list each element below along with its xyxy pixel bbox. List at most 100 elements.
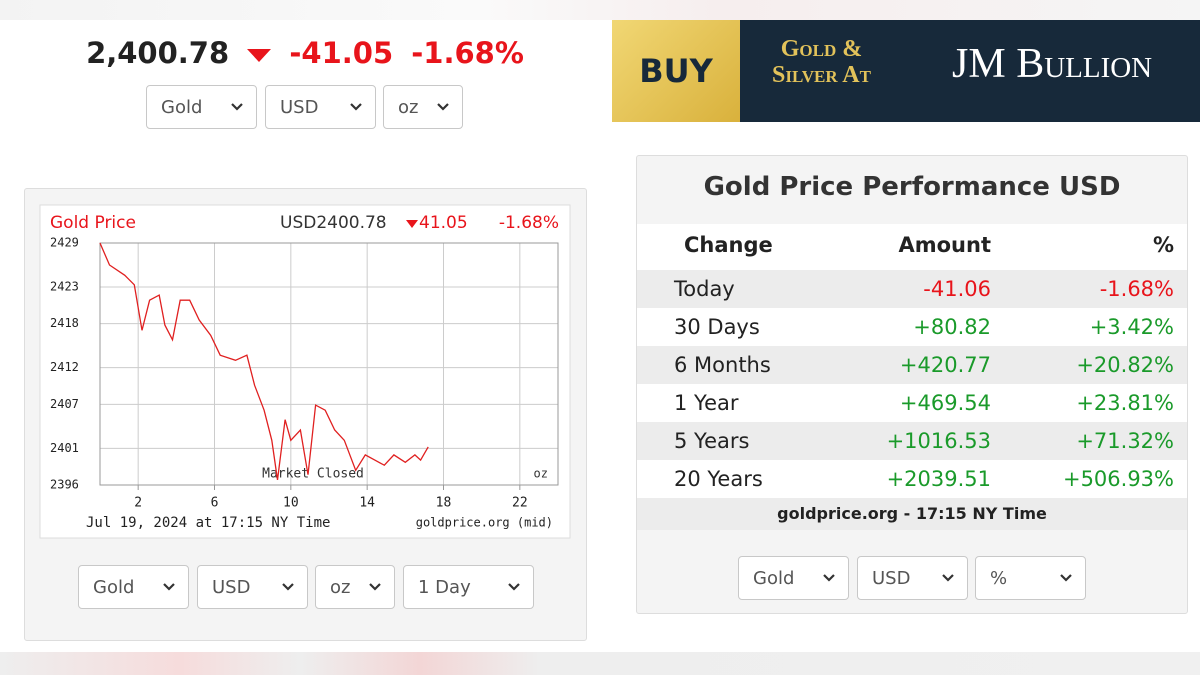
table-cell: -41.06 — [923, 277, 991, 301]
table-cell: +20.82% — [1076, 353, 1174, 377]
x-tick-label: 14 — [359, 496, 375, 511]
dropdown[interactable]: Gold — [146, 85, 257, 129]
background-strip — [0, 0, 1200, 20]
chart-title: Gold Price — [50, 213, 136, 233]
table-header: Change Amount% — [637, 224, 1187, 270]
column-header: Change — [684, 233, 773, 257]
table-row: 5 Years +1016.53 +71.32% — [637, 422, 1187, 460]
y-tick-label: 2412 — [50, 360, 79, 374]
ad-line: Gold & — [780, 36, 863, 62]
y-tick-label: 2401 — [50, 441, 79, 455]
dropdown-value: Gold — [753, 567, 795, 589]
chevron — [369, 583, 381, 591]
ad-brand: JM Bullion — [952, 41, 1153, 87]
y-tick-label: 2407 — [50, 397, 79, 411]
chart-change-pct: -1.68% — [499, 213, 559, 233]
ad-banner[interactable]: BUY Gold & Silver At JM Bullion — [612, 20, 1200, 122]
column-header: Amount — [898, 233, 991, 257]
dropdown-value: USD — [280, 96, 319, 118]
chart-caption: Jul 19, 2024 at 17:15 NY Time — [86, 515, 330, 531]
chart: Gold Price USD2400.78 41.05 -1.68% Jul 1… — [39, 204, 571, 539]
dropdown[interactable]: 1 Day — [403, 565, 534, 609]
table-cell: +2039.51 — [886, 467, 991, 491]
dropdown-value: USD — [212, 576, 251, 598]
table-cell: Today — [674, 277, 735, 301]
price-change-pct: -1.68% — [411, 36, 524, 70]
table-row: 20 Years +2039.51 +506.93% — [637, 460, 1187, 498]
table-cell: 20 Years — [674, 467, 763, 491]
dropdown-value: oz — [330, 576, 351, 598]
price-header: 2,400.78 -41.05 -1.68% — [60, 36, 550, 70]
unit-label: oz — [534, 467, 548, 481]
chevron — [942, 574, 954, 582]
dropdown[interactable]: USD — [857, 556, 968, 600]
table-cell: -1.68% — [1099, 277, 1174, 301]
table-cell: +506.93% — [1062, 467, 1174, 491]
chevron — [163, 583, 175, 591]
price: 2,400.78 — [86, 36, 230, 70]
plot-border — [99, 242, 559, 486]
dropdown[interactable]: % — [975, 556, 1086, 600]
y-tick-label: 2396 — [50, 478, 79, 492]
y-tick-label: 2418 — [50, 316, 79, 330]
x-tick-label: 18 — [436, 496, 452, 511]
ad-tagline: Gold & Silver At — [772, 36, 871, 88]
y-tick-label: 2429 — [50, 236, 79, 250]
table-cell: 30 Days — [674, 315, 760, 339]
dropdown[interactable]: USD — [265, 85, 376, 129]
background-strip — [0, 652, 1200, 675]
dropdown[interactable]: oz — [315, 565, 395, 609]
ad-line: Silver At — [772, 62, 871, 88]
x-tick-label: 6 — [211, 496, 219, 511]
table-cell: +23.81% — [1076, 391, 1174, 415]
table-cell: +71.32% — [1076, 429, 1174, 453]
column-header: % — [1152, 233, 1174, 257]
table-footer: goldprice.org - 17:15 NY Time — [637, 498, 1187, 530]
table-cell: 1 Year — [674, 391, 739, 415]
dropdown[interactable]: USD — [197, 565, 308, 609]
chevron — [823, 574, 835, 582]
ad-buy: BUY — [612, 20, 740, 122]
chart-frame — [39, 204, 571, 539]
table-cell: 6 Months — [674, 353, 771, 377]
down-arrow — [406, 220, 418, 228]
dropdown[interactable]: oz — [383, 85, 463, 129]
chart-source: goldprice.org (mid) — [416, 516, 553, 530]
dropdown-value: Gold — [161, 96, 203, 118]
dropdown[interactable]: Gold — [738, 556, 849, 600]
chart-price: USD2400.78 — [280, 213, 387, 233]
table-cell: +3.42% — [1089, 315, 1174, 339]
dropdown-value: oz — [398, 96, 419, 118]
table-cell: 5 Years — [674, 429, 750, 453]
table-row: 30 Days +80.82 +3.42% — [637, 308, 1187, 346]
chevron — [1060, 574, 1072, 582]
performance-table: Change Amount% Today -41.06 -1.68% 30 Days +80… — [637, 224, 1187, 530]
performance-title: Gold Price Performance USD — [703, 172, 1121, 202]
table-cell: +469.54 — [899, 391, 991, 415]
chart-change: 41.05 — [419, 213, 468, 233]
table-cell: +1016.53 — [886, 429, 991, 453]
chevron — [282, 583, 294, 591]
dropdown[interactable]: Gold — [78, 565, 189, 609]
table-cell: +420.77 — [899, 353, 991, 377]
dropdown-value: USD — [872, 567, 911, 589]
dropdown-value: 1 Day — [418, 576, 471, 598]
chevron — [437, 103, 449, 111]
chevron — [508, 583, 520, 591]
dropdown-value: Gold — [93, 576, 135, 598]
x-tick-label: 22 — [512, 496, 528, 511]
down-arrow — [247, 49, 272, 62]
price-line — [99, 242, 429, 480]
table-row: Today -41.06 -1.68% — [637, 270, 1187, 308]
chevron — [350, 103, 362, 111]
annotation: Market Closed — [262, 467, 364, 482]
x-tick-label: 2 — [134, 496, 142, 511]
table-row: 1 Year +469.54 +23.81% — [637, 384, 1187, 422]
dropdown-value: % — [990, 567, 1008, 589]
table-row: 6 Months +420.77 +20.82% — [637, 346, 1187, 384]
chevron — [231, 103, 243, 111]
y-tick-label: 2423 — [50, 280, 79, 294]
price-change: -41.05 — [289, 36, 394, 70]
x-tick-label: 10 — [283, 496, 299, 511]
